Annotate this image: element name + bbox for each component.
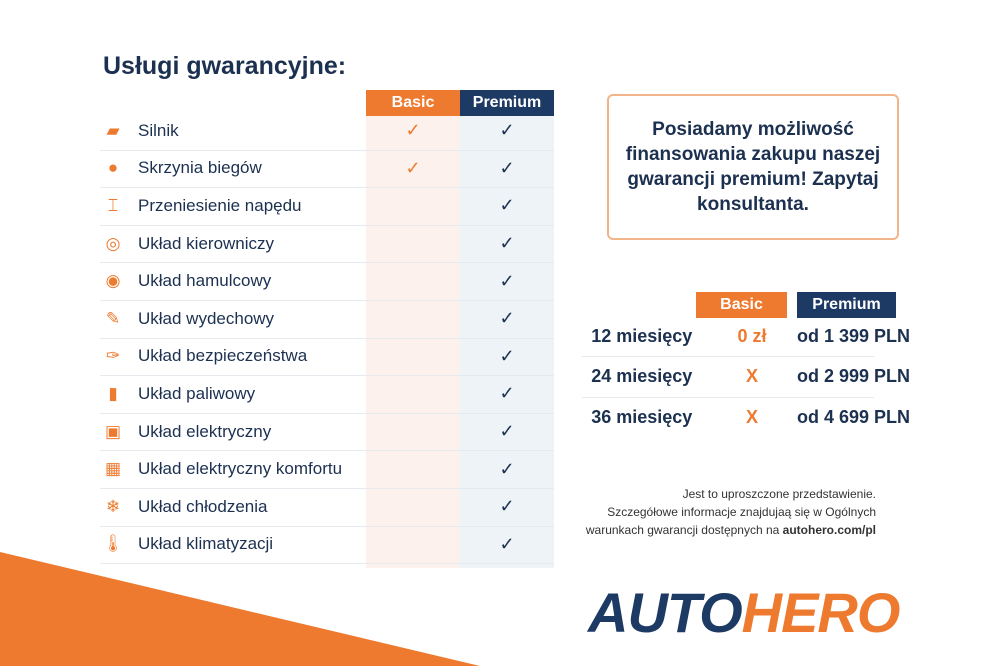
basic-price: X [746, 366, 759, 386]
premium-check-icon: ✓ [499, 383, 515, 404]
pricing-row: 36 miesięcy X od 4 699 PLN [580, 397, 910, 437]
service-row: ✑ Układ bezpieczeństwa ✓ [100, 338, 554, 377]
service-label: Układ kierowniczy [138, 233, 275, 253]
engine-icon: ▰ [106, 120, 120, 140]
premium-check-icon: ✓ [499, 308, 515, 329]
premium-check-icon: ✓ [499, 421, 515, 442]
disclaimer: Jest to uproszczone przedstawienie. Szcz… [560, 485, 876, 539]
drivetrain-icon: ⌶ [107, 195, 119, 215]
premium-price: od 4 699 PLN [796, 406, 911, 427]
premium-price: od 2 999 PLN [796, 366, 911, 386]
premium-check-icon: ✓ [499, 345, 515, 366]
basic-price: X [746, 406, 759, 427]
duration: 24 miesięcy [591, 366, 693, 386]
premium-check-icon: ✓ [499, 233, 515, 254]
gearbox-icon: ● [107, 158, 119, 178]
service-label: Układ elektryczny komfortu [138, 459, 343, 479]
basic-header: Basic [366, 90, 460, 116]
thermometer-icon: 🌡 [102, 534, 124, 554]
service-row: 🌡 Układ klimatyzacji ✓ [100, 526, 554, 565]
service-label: Układ wydechowy [138, 308, 275, 328]
service-label: Układ hamulcowy [138, 271, 272, 291]
pricing-basic-header: Basic [696, 292, 787, 318]
exhaust-icon: ✎ [105, 308, 121, 328]
service-row: ◎ Układ kierowniczy ✓ [100, 225, 554, 264]
financing-promo-box: Posiadamy możliwość finansowania zakupu … [607, 94, 899, 240]
service-row: ❄ Układ chłodzenia ✓ [100, 488, 554, 527]
service-row: ▮ Układ paliwowy ✓ [100, 375, 554, 414]
service-label: Silnik [138, 120, 179, 140]
basic-column-bg [366, 116, 460, 568]
premium-column-bg [460, 116, 554, 568]
brake-disc-icon: ◉ [105, 271, 121, 291]
service-row: ● Skrzynia biegów ✓ ✓ [100, 150, 554, 189]
page-title: Usługi gwarancyjne: [103, 52, 347, 80]
divider [582, 396, 874, 398]
pricing-premium-header: Premium [797, 292, 896, 318]
autohero-logo: AUTOHERO [588, 580, 901, 645]
steering-wheel-icon: ◎ [105, 233, 121, 253]
battery-icon: ▣ [104, 421, 122, 441]
disclaimer-line: Jest to uproszczone przedstawienie. [682, 487, 876, 501]
basic-check-icon: ✓ [405, 120, 421, 141]
basic-price: 0 zł [737, 325, 767, 346]
service-label: Układ chłodzenia [138, 496, 268, 516]
disclaimer-line: Szczegółowe informacje znajdujaą się w O… [607, 505, 876, 519]
duration: 12 miesięcy [591, 325, 693, 346]
premium-price: od 1 399 PLN [796, 325, 911, 346]
pricing-row: 12 miesięcy 0 zł od 1 399 PLN [580, 316, 910, 356]
service-row: ✎ Układ wydechowy ✓ [100, 300, 554, 339]
service-label: Układ klimatyzacji [138, 534, 274, 554]
logo-hero: HERO [741, 581, 901, 644]
premium-check-icon: ✓ [499, 533, 515, 554]
disclaimer-line: warunkach gwarancji dostępnych na [585, 523, 783, 537]
service-label: Układ elektryczny [138, 421, 272, 441]
service-label: Układ paliwowy [138, 383, 256, 403]
basic-check-icon: ✓ [405, 157, 421, 178]
airbag-icon: ✑ [105, 346, 121, 366]
duration: 36 miesięcy [591, 406, 693, 427]
divider [582, 356, 874, 357]
chip-icon: ▦ [104, 459, 122, 479]
service-row: ▦ Układ elektryczny komfortu ✓ [100, 450, 554, 489]
service-label: Skrzynia biegów [138, 158, 262, 178]
service-row: ▰ Silnik ✓ ✓ [100, 112, 554, 151]
snowflake-icon: ❄ [105, 496, 121, 516]
premium-check-icon: ✓ [499, 496, 515, 517]
service-label: Przeniesienie napędu [138, 195, 302, 215]
service-row: ⌶ Przeniesienie napędu ✓ [100, 187, 554, 226]
service-row: ◉ Układ hamulcowy ✓ [100, 262, 554, 301]
pricing-row: 24 miesięcy X od 2 999 PLN [580, 357, 910, 397]
premium-check-icon: ✓ [499, 195, 515, 216]
premium-header: Premium [460, 90, 554, 116]
premium-check-icon: ✓ [499, 157, 515, 178]
fuel-pump-icon: ▮ [108, 383, 118, 403]
premium-check-icon: ✓ [499, 458, 515, 479]
autohero-link[interactable]: autohero.com/pl [782, 523, 876, 537]
premium-check-icon: ✓ [499, 120, 515, 141]
logo-auto: AUTO [588, 581, 743, 644]
service-row: ▣ Układ elektryczny ✓ [100, 413, 554, 452]
premium-check-icon: ✓ [499, 270, 515, 291]
service-label: Układ bezpieczeństwa [138, 346, 308, 366]
